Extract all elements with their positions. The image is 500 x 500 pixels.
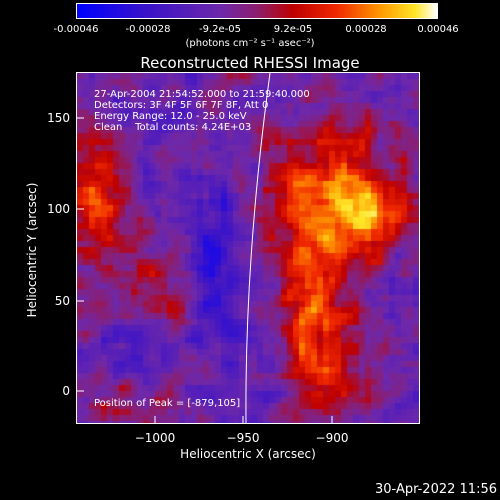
timestamp: 30-Apr-2022 11:56 xyxy=(375,482,497,497)
y-tick-label: 150 xyxy=(47,111,70,125)
x-axis-label: Heliocentric X (arcsec) xyxy=(180,447,316,461)
colorbar-tick-label: 0.00028 xyxy=(345,24,387,35)
colorbar-tick-label: -0.00046 xyxy=(53,24,99,35)
energy-range-text: Energy Range: 12.0 - 25.0 keV xyxy=(94,111,247,122)
plot-title: Reconstructed RHESSI Image xyxy=(140,54,360,72)
y-tick-label: 100 xyxy=(47,202,70,216)
y-axis-label: Heliocentric Y (arcsec) xyxy=(25,182,39,318)
time-range-text: 27-Apr-2004 21:54:52.000 to 21:59:40.000 xyxy=(94,89,310,100)
solar-limb-line xyxy=(245,73,271,423)
colorbar-tick-label: 9.2e-05 xyxy=(273,24,313,35)
colorbar xyxy=(76,3,438,19)
heatmap-image xyxy=(77,73,419,423)
x-tick-label: −900 xyxy=(315,431,349,445)
plot-area: 27-Apr-2004 21:54:52.000 to 21:59:40.000… xyxy=(76,72,420,424)
y-tick-label: 0 xyxy=(62,384,70,398)
colorbar-tick-label: -0.00028 xyxy=(125,24,171,35)
colorbar-tick-label: -9.2e-05 xyxy=(199,24,241,35)
peak-position-text: Position of Peak = [-879,105] xyxy=(94,398,241,409)
y-tick-label: 50 xyxy=(54,294,70,308)
colorbar-tick-label: 0.00046 xyxy=(417,24,459,35)
x-tick-label: −1000 xyxy=(134,431,176,445)
detectors-text: Detectors: 3F 4F 5F 6F 7F 8F, Att 0 xyxy=(94,100,269,111)
clean-counts-text: Clean Total counts: 4.24E+03 xyxy=(94,122,252,133)
limb-overlay xyxy=(245,73,271,423)
colorbar-units: (photons cm⁻² s⁻¹ asec⁻²) xyxy=(185,38,315,49)
x-tick-label: −950 xyxy=(226,431,260,445)
